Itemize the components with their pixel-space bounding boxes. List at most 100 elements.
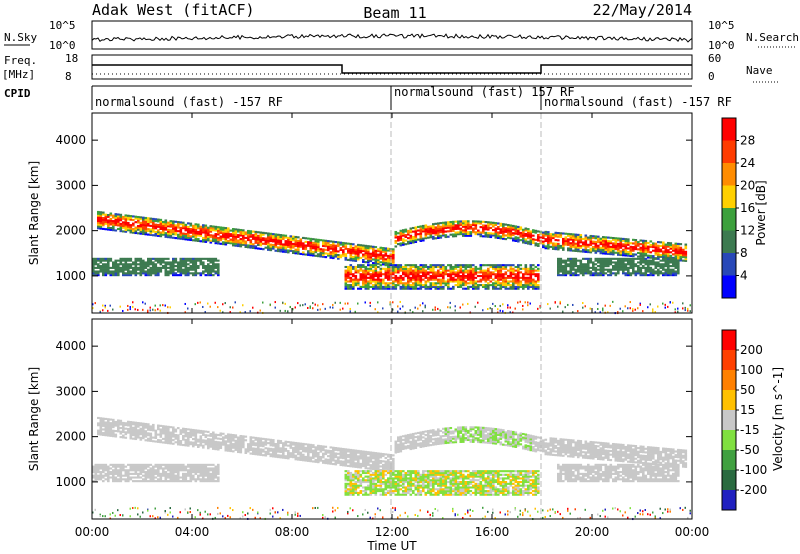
echo-cell — [142, 433, 145, 436]
echo-cell — [144, 463, 148, 466]
echo-cell — [249, 441, 253, 444]
echo-cell — [507, 276, 510, 279]
echo-cell — [504, 271, 508, 274]
echo-cell — [352, 246, 355, 249]
echo-cell — [649, 251, 653, 254]
echo-cell — [439, 278, 443, 281]
echo-cell — [144, 435, 148, 438]
echo-cell — [297, 445, 300, 448]
echo-cell — [604, 272, 608, 275]
noise-cell — [397, 310, 399, 313]
echo-cell — [344, 285, 348, 288]
echo-cell — [399, 282, 403, 285]
echo-cell — [312, 241, 315, 244]
echo-cell — [107, 427, 110, 430]
echo-cell — [414, 269, 418, 272]
echo-cell — [437, 278, 440, 281]
echo-cell — [484, 273, 488, 276]
echo-cell — [132, 423, 135, 426]
echo-cell — [272, 455, 275, 458]
noise-cell — [619, 307, 621, 310]
echo-cell — [604, 243, 608, 246]
noise-cell — [449, 301, 451, 304]
echo-cell — [359, 278, 363, 281]
echo-cell — [574, 270, 578, 273]
echo-cell — [637, 244, 640, 247]
echo-cell — [177, 235, 180, 238]
echo-cell — [519, 285, 523, 288]
echo-cell — [242, 444, 245, 447]
echo-cell — [644, 239, 648, 243]
echo-cell — [447, 269, 450, 272]
noise-cell — [507, 306, 509, 309]
echo-cell — [669, 270, 673, 273]
echo-cell — [669, 256, 673, 259]
echo-cell — [307, 250, 310, 253]
echo-cell — [177, 265, 180, 268]
noise-cell — [277, 511, 279, 514]
noise-cell — [184, 302, 186, 305]
echo-cell — [442, 232, 445, 235]
echo-cell — [269, 447, 273, 450]
echo-cell — [632, 247, 635, 250]
echo-cell — [269, 232, 273, 235]
noise-cell — [149, 515, 151, 518]
echo-cell — [457, 271, 460, 274]
echo-cell — [244, 451, 248, 455]
echo-cell — [214, 476, 218, 479]
echo-cell — [392, 276, 395, 279]
echo-cell — [379, 284, 383, 287]
noise-cell — [229, 306, 231, 309]
echo-cell — [412, 287, 415, 290]
echo-cell — [349, 269, 353, 272]
echo-cell — [154, 433, 158, 436]
echo-cell — [114, 471, 118, 474]
echo-cell — [644, 261, 648, 264]
echo-cell — [582, 241, 585, 244]
echo-cell — [134, 476, 138, 479]
echo-cell — [462, 274, 465, 278]
echo-cell — [624, 248, 628, 252]
echo-cell — [184, 474, 188, 477]
echo-cell — [194, 223, 198, 226]
echo-cell — [149, 472, 153, 475]
echo-cell — [557, 235, 560, 238]
noise-cell — [274, 301, 276, 304]
echo-cell — [514, 229, 518, 232]
echo-cell — [669, 261, 673, 264]
echo-cell — [387, 249, 390, 252]
echo-cell — [617, 244, 620, 247]
noise-cell — [272, 515, 274, 518]
echo-cell — [447, 278, 450, 281]
echo-cell — [114, 274, 118, 277]
echo-cell — [94, 261, 98, 264]
echo-cell — [134, 259, 138, 262]
echo-cell — [232, 237, 235, 240]
echo-cell — [234, 242, 238, 245]
echo-cell — [204, 443, 208, 446]
noise-cell — [392, 301, 394, 304]
echo-cell — [207, 472, 210, 475]
echo-cell — [417, 267, 420, 270]
echo-cell — [119, 268, 123, 271]
echo-cell — [544, 239, 548, 243]
echo-cell — [374, 256, 378, 260]
echo-cell — [524, 238, 528, 241]
echo-cell — [647, 265, 650, 268]
echo-cell — [117, 215, 120, 218]
echo-cell — [109, 228, 113, 231]
echo-cell — [144, 439, 148, 442]
echo-cell — [277, 454, 280, 457]
echo-cell — [157, 223, 160, 227]
echo-cell — [127, 480, 130, 483]
noise-cell — [514, 307, 516, 310]
noise-cell — [297, 512, 299, 515]
echo-cell — [667, 249, 670, 252]
echo-cell — [217, 480, 220, 483]
echo-cell — [184, 433, 188, 436]
echo-cell — [474, 225, 478, 228]
echo-cell — [119, 230, 123, 233]
echo-cell — [282, 237, 285, 241]
echo-cell — [167, 223, 170, 226]
echo-cell — [602, 265, 605, 268]
